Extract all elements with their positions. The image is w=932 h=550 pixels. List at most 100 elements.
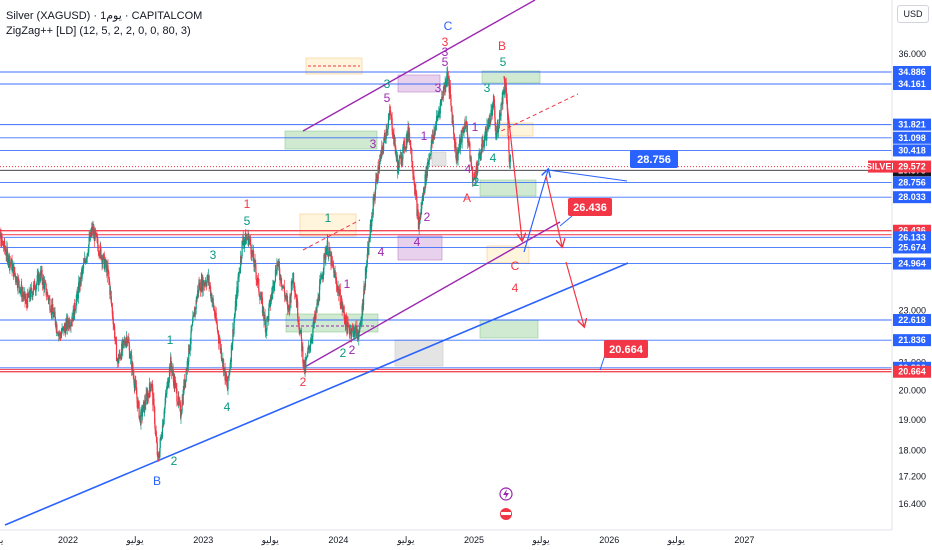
- candle-body: [437, 113, 439, 117]
- candle-body: [119, 353, 121, 356]
- candle-body: [56, 324, 58, 333]
- candle-body: [66, 318, 68, 329]
- candle-body: [476, 166, 478, 173]
- candle-body: [149, 383, 151, 388]
- time-axis[interactable]: يو 2022 يوليو 2023 يوليو 2024 يوليو 2025 يوليو 20…: [0, 529, 892, 546]
- candle-body: [463, 130, 465, 133]
- candle-body: [211, 300, 213, 302]
- candle-body: [52, 304, 54, 312]
- candle-body: [352, 327, 354, 329]
- candle-body: [338, 287, 340, 296]
- candle-body: [147, 393, 149, 395]
- wave-label: 3: [484, 81, 491, 95]
- candle-body: [370, 222, 372, 225]
- price-level-tag: [893, 314, 931, 327]
- candle-body: [48, 298, 50, 299]
- wave-label: 2: [349, 343, 356, 357]
- candle-body: [293, 283, 295, 288]
- candle-body: [300, 330, 302, 339]
- candle-body: [480, 154, 482, 160]
- candle-body: [423, 187, 425, 197]
- candle-body: [353, 328, 355, 338]
- candle-body: [88, 244, 90, 253]
- candle-body: [456, 152, 458, 161]
- candle-body: [291, 283, 294, 284]
- candle-body: [323, 268, 325, 274]
- candle-body: [264, 320, 267, 333]
- candle-body: [359, 325, 361, 327]
- projection-down: [503, 75, 522, 240]
- candle-body: [61, 327, 63, 333]
- candle-body: [248, 238, 250, 246]
- candle-body: [366, 253, 368, 265]
- candle-body: [272, 285, 274, 293]
- candle-body: [483, 139, 485, 147]
- candle-body: [279, 275, 281, 281]
- candle-body: [117, 358, 119, 360]
- candle-body: [67, 324, 69, 328]
- candle-body: [287, 300, 289, 310]
- candle-body: [258, 291, 260, 296]
- time-tick-label: يوليو: [261, 535, 280, 546]
- candle-body: [54, 311, 56, 318]
- us-flag-icon: [501, 512, 511, 515]
- candle-body: [473, 178, 475, 181]
- candle-body: [179, 402, 181, 405]
- candle-body: [499, 115, 501, 117]
- candle-body: [397, 162, 399, 174]
- candle-body: [299, 331, 301, 334]
- candle-body: [278, 261, 280, 267]
- candle-body: [341, 300, 343, 310]
- time-tick-label: 2027: [734, 535, 754, 545]
- candle-body: [505, 82, 507, 93]
- price-axis[interactable]: 36.00023.00021.00020.00019.00018.00017.2…: [866, 0, 932, 550]
- candle-body: [254, 259, 256, 264]
- candle-body: [439, 102, 441, 114]
- candle-body: [297, 317, 299, 322]
- wave-label: 2: [340, 346, 347, 360]
- candle-body: [465, 120, 468, 126]
- candle-body: [171, 371, 173, 373]
- candle-body: [231, 341, 234, 351]
- candle-body: [45, 282, 47, 284]
- candle-body: [495, 125, 497, 139]
- candle-body: [509, 154, 511, 163]
- candle-body: [62, 326, 64, 328]
- candle-body: [95, 233, 98, 237]
- zone-box: [284, 130, 378, 150]
- candle-body: [226, 382, 228, 389]
- candle-body: [457, 149, 460, 153]
- candle-body: [380, 153, 382, 157]
- callout-box: [630, 150, 678, 168]
- candle-body: [311, 338, 313, 340]
- wave-label: 1: [421, 129, 428, 143]
- candle-body: [425, 166, 427, 183]
- candle-body: [369, 238, 371, 242]
- candle-body: [24, 291, 26, 301]
- candle-body: [416, 209, 418, 216]
- candle-body: [314, 314, 317, 320]
- wave-label: 4: [414, 235, 421, 249]
- symbol-tag: [868, 160, 896, 173]
- price-level-tag-text: 21.836: [898, 335, 926, 345]
- candle-body: [350, 328, 352, 337]
- candle-body: [467, 134, 469, 143]
- candle-body: [131, 355, 133, 370]
- candle-body: [323, 254, 325, 269]
- candle-body: [384, 135, 386, 136]
- wave-label: C: [511, 259, 520, 273]
- candle-body: [153, 398, 155, 408]
- price-level-tag-text: 20.664: [898, 367, 926, 377]
- currency-button[interactable]: USD: [897, 5, 929, 23]
- price-level-tag: [893, 144, 931, 157]
- candle-body: [198, 283, 200, 293]
- wave-label: B: [498, 39, 506, 53]
- candle-body: [135, 381, 137, 387]
- time-tick-label: يوليو: [396, 535, 415, 546]
- candle-body: [497, 125, 499, 132]
- candle-body: [461, 129, 463, 143]
- candle-body: [231, 345, 233, 351]
- candle-body: [74, 310, 76, 312]
